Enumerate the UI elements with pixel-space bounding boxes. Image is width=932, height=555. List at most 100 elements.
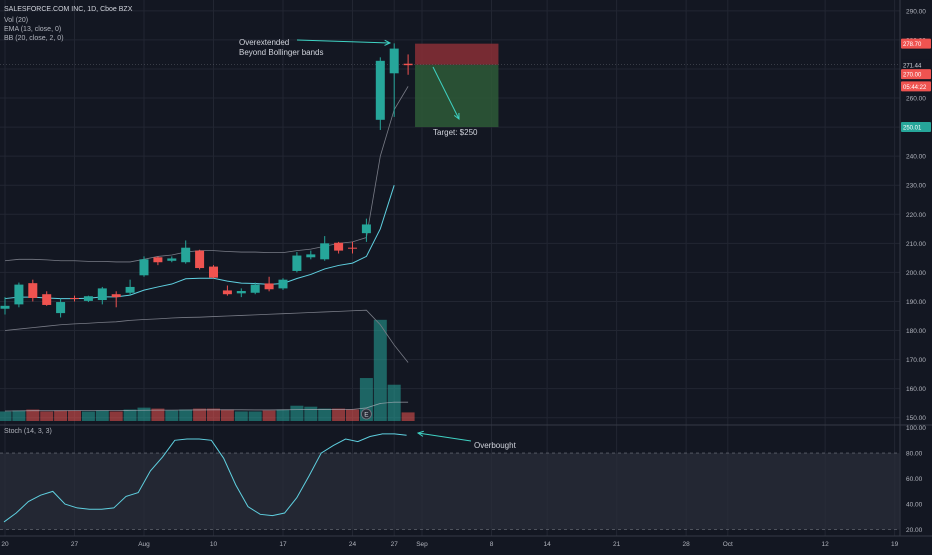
overbought-note: Overbought [474, 441, 517, 450]
candle-body-up [278, 279, 288, 289]
volume-bar [276, 409, 290, 421]
price-tick-label: 260.00 [906, 96, 926, 103]
bb-lower-line [4, 309, 409, 363]
time-tick-label: 10 [210, 541, 218, 548]
price-tick-label: 230.00 [906, 183, 926, 190]
stop-loss-zone [415, 43, 499, 65]
stoch-tick-label: 40.00 [906, 502, 923, 509]
price-badge-label: 278.70 [903, 42, 922, 48]
candle-body-down [70, 297, 79, 299]
stochastic-panel [0, 433, 900, 531]
volume-bar [346, 409, 359, 421]
price-tick-label: 200.00 [906, 270, 926, 277]
price-badge [901, 59, 931, 70]
volume-bar [95, 410, 109, 421]
price-badge [901, 81, 931, 92]
time-axis[interactable]: 20 27 Aug 10 17 24 27 Sep 8 14 21 28 Oct 12 19 [1, 541, 898, 548]
price-tick-label: 220.00 [906, 212, 926, 219]
candles [0, 43, 413, 318]
candle-body-down [334, 242, 344, 251]
target-arrow-head [453, 112, 460, 121]
volume-bar [387, 384, 401, 421]
earnings-marker-icon [360, 408, 372, 420]
volume-bar [304, 406, 318, 421]
price-tick-label: 160.00 [906, 386, 926, 393]
price-badge-label: 05:44:22 [903, 85, 927, 91]
volume-ma-line [4, 401, 409, 412]
price-tick-label: 240.00 [906, 154, 926, 161]
time-tick-label: 24 [349, 541, 357, 548]
indicator-bb-label[interactable]: BB (20, close, 2, 0) [4, 35, 64, 42]
time-tick-label: 27 [71, 541, 79, 548]
volume-bar [137, 407, 151, 421]
candle-body-up [250, 284, 260, 293]
price-badge [901, 38, 931, 49]
annotations: E [296, 39, 472, 442]
time-tick-label: 17 [279, 541, 287, 548]
candle-body-up [83, 296, 93, 301]
price-badge-label: 250.01 [903, 126, 922, 132]
price-tick-label: 190.00 [906, 299, 926, 306]
candle-body-down [264, 283, 274, 290]
volume-bar [12, 410, 26, 421]
time-tick-label: 20 [1, 541, 9, 548]
volume-bar [26, 409, 40, 421]
candle-body-up [292, 255, 302, 271]
candle-body-up [181, 247, 191, 263]
symbol-title: SALESFORCE.COM INC, 1D, Cboe BZX [4, 6, 133, 13]
volume-bar [332, 408, 346, 421]
time-tick-label: 27 [391, 541, 399, 548]
price-tick-label: 170.00 [906, 357, 926, 364]
candle-body-up [125, 286, 135, 293]
ema-13-line [4, 185, 395, 300]
candle-body-down [348, 247, 357, 249]
volume-bar [54, 410, 68, 421]
candle-body-up [139, 259, 149, 276]
stoch-band-fill [0, 453, 900, 530]
volume-bar [193, 408, 207, 421]
indicator-volume-label[interactable]: Vol (20) [4, 17, 28, 24]
candle-body-down [42, 294, 52, 305]
volume-bar [262, 410, 276, 421]
candle-body-down [195, 250, 205, 269]
candle-body-down [28, 283, 38, 298]
price-badge [901, 122, 931, 133]
volume-bar [151, 408, 165, 421]
time-tick-label: 28 [682, 541, 690, 548]
volume-bar [373, 319, 387, 421]
grid-layer [0, 0, 932, 537]
candle-body-up [375, 60, 385, 120]
earnings-marker-label: E [364, 412, 369, 419]
volume-bar [290, 405, 304, 421]
time-tick-label: 19 [891, 541, 899, 548]
indicator-ema-label[interactable]: EMA (13, close, 0) [4, 26, 61, 33]
overextended-note-line1: Overextended [239, 38, 289, 47]
price-axis[interactable]: 150.00 160.00 170.00 180.00 190.00 200.00 210.… [901, 8, 931, 534]
volume-bar [81, 411, 95, 421]
stoch-tick-label: 60.00 [906, 476, 923, 483]
overbought-arrow [417, 432, 472, 442]
volume-bar [0, 411, 12, 421]
candle-body-down [222, 290, 232, 295]
candle-body-up [389, 48, 399, 74]
stoch-k-line [3, 433, 407, 523]
stoch-title[interactable]: Stoch (14, 3, 3) [4, 428, 52, 435]
stoch-tick-label: 20.00 [906, 527, 923, 534]
overextended-note-line2: Beyond Bollinger bands [239, 48, 324, 57]
volume-bar [248, 411, 262, 421]
time-tick-label: 21 [613, 541, 621, 548]
price-tick-label: 180.00 [906, 328, 926, 335]
candle-body-up [306, 254, 316, 258]
candle-body-up [320, 243, 330, 260]
candle-body-up [0, 305, 10, 309]
stoch-tick-label: 80.00 [906, 451, 923, 458]
volume-bar [318, 408, 332, 421]
overbought-arrow-head [416, 430, 424, 437]
time-tick-label: 14 [543, 541, 551, 548]
candle-body-down [153, 257, 163, 263]
candle-body-down [209, 266, 218, 278]
price-tick-label: 210.00 [906, 241, 926, 248]
candle-body-up [14, 284, 24, 305]
